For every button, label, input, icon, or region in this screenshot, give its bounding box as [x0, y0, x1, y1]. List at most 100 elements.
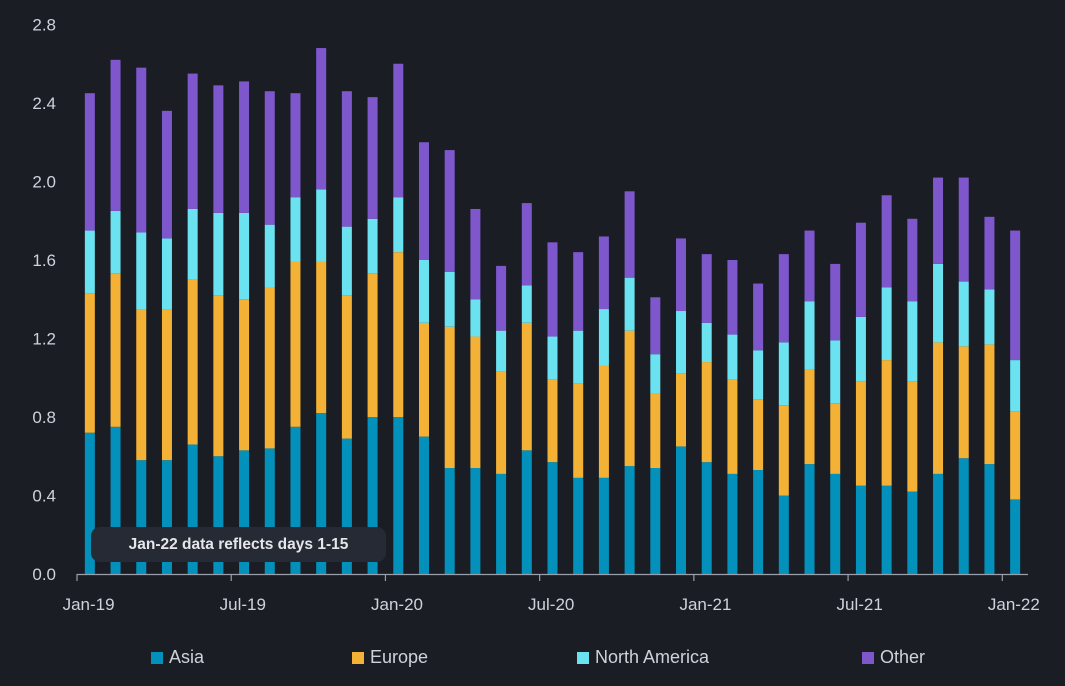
bar-segment-europe: [573, 383, 584, 478]
bar-segment-asia: [855, 485, 866, 574]
bar-segment-asia: [753, 469, 764, 574]
y-tick-label: 1.6: [32, 251, 56, 270]
bar-segment-europe: [418, 322, 429, 437]
bar-stack: [650, 297, 661, 574]
bar-segment-other: [213, 85, 224, 213]
bar-segment-other: [778, 254, 789, 343]
bar-segment-europe: [136, 309, 147, 461]
bar-stack: [341, 91, 352, 574]
bar-stack: [753, 283, 764, 574]
bar-segment-other: [1010, 230, 1021, 361]
bar-segment-other: [676, 238, 687, 312]
bar-segment-other: [161, 110, 172, 239]
bar-segment-asia: [650, 468, 661, 574]
bar-segment-north-america: [110, 210, 121, 274]
bar-segment-other: [418, 142, 429, 260]
bar-segment-asia: [418, 436, 429, 575]
bar-segment-europe: [367, 273, 378, 417]
bar-stack: [316, 48, 327, 574]
bar-segment-north-america: [753, 350, 764, 400]
bar-segment-asia: [290, 426, 301, 574]
bar-stack: [855, 222, 866, 574]
bar-segment-europe: [958, 346, 969, 459]
bar-segment-europe: [830, 403, 841, 474]
bar-stack: [573, 252, 584, 574]
y-tick-label: 1.2: [32, 330, 56, 349]
bar-segment-europe: [496, 371, 507, 474]
legend: Asia Europe North America Other: [151, 647, 925, 667]
y-tick-label: 0.4: [32, 487, 56, 506]
legend-label: Other: [880, 647, 925, 667]
bar-segment-north-america: [367, 218, 378, 274]
bar-segment-other: [958, 177, 969, 282]
bar-segment-europe: [598, 365, 609, 478]
legend-item-north-america: North America: [577, 647, 710, 667]
legend-swatch: [151, 652, 163, 664]
bar-segment-other: [573, 252, 584, 331]
bar-segment-other: [187, 73, 198, 209]
bar-segment-europe: [804, 369, 815, 465]
bar-segment-asia: [701, 462, 712, 574]
bar-segment-north-america: [830, 340, 841, 404]
bar-segment-europe: [701, 362, 712, 463]
bar-segment-europe: [264, 287, 275, 449]
bar-stack: [521, 203, 532, 574]
bar-segment-europe: [984, 344, 995, 465]
bar-segment-other: [701, 254, 712, 323]
bar-segment-asia: [187, 444, 198, 574]
bar-segment-europe: [778, 405, 789, 496]
bar-segment-europe: [624, 330, 635, 467]
bar-segment-other: [316, 48, 327, 190]
bar-segment-north-america: [393, 197, 404, 253]
bar-stack: [984, 216, 995, 574]
bar-stack: [136, 67, 147, 574]
bar-segment-other: [84, 93, 95, 231]
bar-segment-other: [650, 297, 661, 355]
bar-segment-asia: [958, 458, 969, 574]
bar-segment-europe: [753, 399, 764, 470]
legend-item-other: Other: [862, 647, 925, 667]
bar-segment-europe: [444, 326, 455, 469]
bar-segment-asia: [804, 464, 815, 574]
bar-segment-asia: [521, 450, 532, 574]
bar-stack: [110, 59, 121, 574]
bar-segment-asia: [778, 495, 789, 574]
bar-segment-other: [290, 93, 301, 198]
bar-segment-asia: [496, 473, 507, 574]
bar-segment-other: [470, 208, 481, 300]
bar-segment-europe: [907, 381, 918, 492]
bar-segment-asia: [881, 485, 892, 574]
bar-segment-other: [496, 265, 507, 331]
bar-segment-north-america: [701, 322, 712, 363]
bar-segment-other: [521, 203, 532, 286]
bar-segment-other: [598, 236, 609, 310]
bar-segment-north-america: [496, 330, 507, 372]
legend-swatch: [577, 652, 589, 664]
bar-segment-other: [855, 222, 866, 317]
x-tick-label: Jul-20: [528, 595, 574, 614]
x-tick-label: Jul-21: [836, 595, 882, 614]
bar-stack: [881, 195, 892, 574]
bar-segment-asia: [830, 473, 841, 574]
bar-stack: [470, 208, 481, 574]
bar-segment-asia: [624, 466, 635, 574]
bar-segment-north-america: [84, 230, 95, 294]
bar-segment-other: [830, 263, 841, 341]
bar-segment-north-america: [341, 226, 352, 296]
bar-segment-other: [933, 177, 944, 264]
legend-swatch: [862, 652, 874, 664]
bar-segment-other: [727, 260, 738, 335]
bar-segment-europe: [161, 309, 172, 461]
bar-stack: [830, 263, 841, 574]
bar-stack: [264, 91, 275, 574]
x-tick-label: Jan-22: [988, 595, 1040, 614]
bar-stack: [701, 254, 712, 574]
bar-segment-europe: [650, 393, 661, 469]
bar-segment-north-america: [598, 309, 609, 366]
legend-label: North America: [595, 647, 710, 667]
bar-stack: [213, 85, 224, 574]
y-tick-label: 2.8: [32, 16, 56, 35]
bar-segment-north-america: [264, 224, 275, 288]
bar-segment-north-america: [804, 301, 815, 370]
bar-segment-asia: [161, 460, 172, 574]
